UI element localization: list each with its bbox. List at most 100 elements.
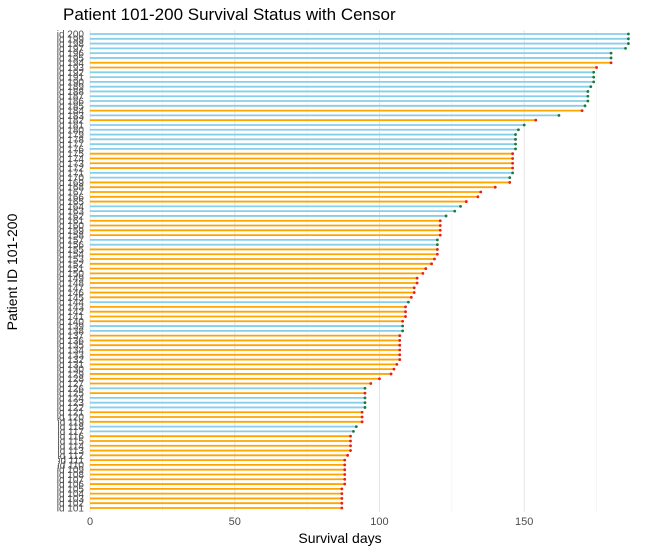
survival-point (398, 334, 402, 338)
y-tick-label: id 134 (57, 346, 85, 357)
y-tick-label: id 118 (57, 422, 84, 433)
y-tick-label: id 167 (57, 188, 85, 199)
y-tick-label: id 159 (57, 226, 85, 237)
survival-point (401, 324, 405, 328)
survival-point (511, 166, 515, 170)
survival-point (438, 228, 442, 232)
survival-point (522, 123, 526, 127)
chart-title: Patient 101-200 Survival Status with Cen… (63, 5, 396, 24)
survival-point (557, 113, 561, 117)
y-tick-label: id 152 (57, 259, 85, 270)
survival-point (508, 181, 512, 184)
survival-point (343, 477, 347, 481)
y-tick-label: id 130 (57, 365, 85, 376)
y-tick-label: id 165 (57, 197, 85, 208)
y-tick-label: id 156 (57, 240, 85, 251)
survival-point (363, 401, 367, 405)
y-tick-label: id 186 (57, 97, 85, 108)
survival-point (398, 348, 402, 352)
survival-point (433, 257, 436, 261)
survival-point (363, 386, 367, 390)
y-tick-label: id 141 (57, 312, 85, 323)
survival-point (493, 185, 497, 189)
survival-point (624, 46, 627, 50)
y-tick-label: id 123 (57, 398, 85, 409)
y-tick-label: id 195 (57, 53, 85, 64)
survival-point (349, 439, 352, 443)
y-tick-label: id 131 (57, 360, 85, 371)
y-tick-label: id 124 (57, 393, 85, 404)
survival-point (589, 85, 593, 89)
survival-point (592, 75, 596, 79)
survival-point (343, 473, 347, 476)
y-tick-label: id 181 (57, 120, 85, 131)
y-tick-label: id 147 (57, 283, 85, 294)
survival-point (360, 415, 364, 419)
y-tick-label: id 177 (57, 140, 85, 151)
y-tick-label: id 139 (57, 322, 85, 333)
survival-point (398, 343, 402, 347)
y-tick-label: id 162 (57, 211, 85, 222)
y-tick-label: id 196 (57, 49, 85, 60)
survival-point (407, 300, 410, 304)
survival-point (435, 248, 439, 251)
y-axis-label: Patient ID 101-200 (4, 213, 20, 330)
survival-point (340, 501, 344, 505)
y-tick-label: id 166 (57, 192, 85, 203)
survival-point (517, 128, 520, 132)
x-tick-label: 50 (229, 516, 241, 528)
survival-point (363, 391, 367, 395)
y-tick-label: id 151 (57, 264, 85, 275)
y-tick-label: id 137 (57, 331, 85, 342)
y-tick-label: id 182 (57, 116, 85, 127)
y-tick-label: id 133 (57, 350, 85, 361)
y-tick-label: id 144 (57, 298, 85, 309)
y-tick-label: id 110 (57, 460, 84, 471)
y-tick-label: id 111 (58, 456, 84, 467)
survival-point (343, 468, 347, 472)
y-tick-label: id 191 (57, 73, 85, 84)
survival-point (404, 310, 407, 314)
y-tick-label: id 187 (57, 92, 85, 103)
y-tick-label: id 180 (57, 125, 85, 136)
y-tick-label: id 153 (57, 255, 85, 266)
y-tick-label: id 150 (57, 269, 85, 280)
grid-lines (89, 30, 597, 512)
y-tick-label: id 143 (57, 302, 85, 313)
survival-point (586, 99, 590, 103)
survival-point (444, 214, 448, 218)
survival-point (398, 339, 402, 342)
survival-point (511, 152, 515, 156)
y-tick-label: id 176 (57, 144, 85, 155)
survival-point (514, 147, 517, 151)
x-tick-labels: 0 50 100 150 (87, 516, 533, 528)
survival-point (343, 463, 347, 467)
y-tick-label: id 116 (57, 432, 84, 443)
y-tick-label: id 160 (57, 221, 85, 232)
y-tick-label: id 128 (57, 374, 85, 385)
survival-point (398, 353, 402, 357)
survival-point (592, 80, 596, 84)
y-tick-label: id 200 (57, 30, 85, 41)
y-tick-label: id 115 (57, 436, 84, 447)
survival-point (409, 295, 413, 299)
y-tick-label: id 168 (57, 183, 85, 194)
y-tick-label: id 102 (57, 499, 85, 510)
y-tick-label: id 112 (57, 451, 84, 462)
y-tick-label: id 140 (57, 317, 85, 328)
y-tick-label: id 175 (57, 149, 85, 160)
survival-point (401, 329, 405, 333)
y-tick-label: id 127 (57, 379, 85, 390)
survival-point (392, 367, 396, 371)
x-axis-label: Survival days (298, 530, 381, 546)
survival-point (534, 118, 538, 122)
y-tick-label: id 148 (57, 278, 85, 289)
y-tick-label: id 183 (57, 111, 85, 122)
y-tick-label: id 108 (57, 470, 85, 481)
survival-point (511, 171, 515, 175)
survival-point (435, 252, 439, 256)
survival-point (363, 396, 367, 400)
survival-point (349, 449, 352, 452)
survival-point (609, 56, 613, 60)
